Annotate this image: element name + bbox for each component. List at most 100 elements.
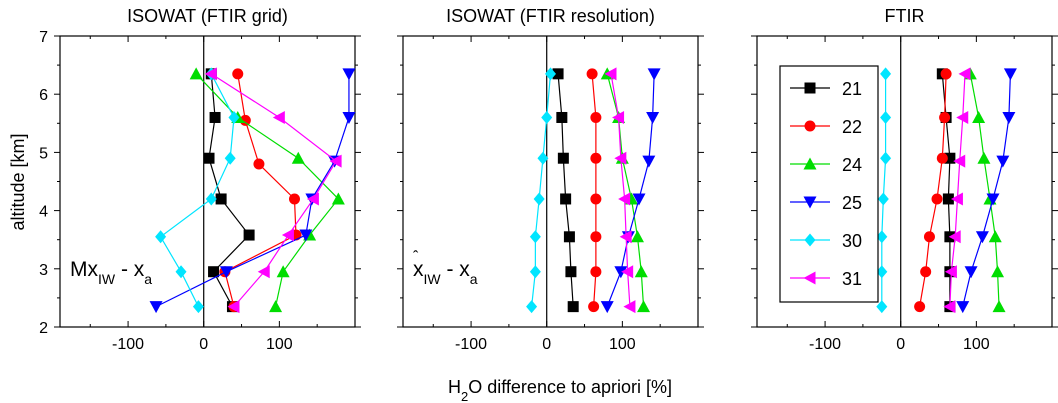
panels: ISOWAT (FTIR grid) -100 0 100 2 3 4 5 6 7 MxIW - x… [39, 6, 1058, 353]
data-point-31 [619, 230, 632, 244]
data-point-25 [149, 301, 163, 314]
data-point-24 [637, 300, 651, 313]
legend-marker-25 [803, 196, 817, 209]
data-point-31 [950, 192, 963, 206]
panel-1: ISOWAT (FTIR grid) -100 0 100 2 3 4 5 6 7 MxIW - x… [39, 6, 361, 353]
y-tick-label: 3 [39, 262, 48, 279]
data-point-24 [630, 230, 644, 243]
data-point-30 [529, 265, 541, 279]
hat-accent: ˆ [413, 249, 419, 266]
data-point-30 [876, 230, 888, 244]
data-point-24 [189, 67, 203, 80]
data-point-31 [943, 300, 956, 314]
data-point-31 [621, 265, 634, 279]
data-point-22 [590, 231, 602, 243]
data-point-30 [545, 67, 556, 81]
data-point-22 [588, 301, 600, 313]
panel-2: ISOWAT (FTIR resolution) -100 0 100 xIW - xa… [397, 6, 704, 353]
panel-annotation: MxIW - xa [70, 258, 152, 287]
legend-label-21: 21 [842, 79, 862, 99]
data-point-21 [208, 266, 220, 278]
x-tick-label: 100 [963, 336, 990, 353]
data-point-31 [306, 192, 319, 206]
data-point-21 [552, 68, 564, 80]
legend-label-24: 24 [842, 155, 862, 175]
data-point-31 [618, 192, 631, 206]
data-point-24 [972, 110, 986, 123]
data-point-21 [560, 193, 572, 205]
data-point-22 [914, 301, 926, 313]
data-point-24 [991, 265, 1005, 278]
data-point-21 [557, 152, 569, 164]
data-point-22 [586, 68, 598, 80]
legend-label-31: 31 [842, 269, 862, 289]
data-point-21 [243, 229, 255, 241]
data-point-22 [920, 266, 932, 278]
data-point-22 [940, 68, 952, 80]
panel-title: ISOWAT (FTIR grid) [127, 6, 288, 26]
data-point-25 [956, 301, 970, 314]
data-point-22 [931, 193, 943, 205]
data-point-30 [175, 265, 187, 279]
data-point-30 [192, 300, 204, 314]
data-point-31 [257, 265, 270, 279]
data-point-21 [203, 152, 215, 164]
data-point-30 [526, 300, 538, 314]
legend-marker-22 [804, 120, 816, 132]
data-point-30 [880, 67, 892, 81]
data-point-24 [977, 151, 991, 164]
y-tick-label: 4 [39, 204, 48, 221]
data-point-22 [590, 266, 602, 278]
data-point-22 [936, 152, 948, 164]
data-point-22 [939, 111, 951, 123]
data-point-22 [232, 68, 244, 80]
data-point-21 [563, 231, 575, 243]
data-point-30 [224, 151, 236, 165]
data-point-25 [1002, 111, 1016, 124]
data-point-31 [948, 230, 961, 244]
data-point-31 [614, 151, 627, 165]
data-point-21 [567, 301, 579, 313]
data-point-24 [634, 265, 648, 278]
panel-title: ISOWAT (FTIR resolution) [446, 6, 655, 26]
data-point-31 [953, 154, 966, 168]
data-point-21 [209, 111, 221, 123]
x-tick-label: 0 [199, 336, 208, 353]
data-point-30 [228, 110, 240, 124]
data-point-25 [964, 266, 978, 279]
data-point-25 [1003, 68, 1017, 81]
data-point-25 [646, 111, 660, 124]
data-point-21 [556, 111, 568, 123]
y-tick-label: 6 [39, 87, 48, 104]
data-point-25 [996, 155, 1010, 168]
legend-marker-24 [803, 157, 817, 170]
x-tick-label: 0 [896, 336, 905, 353]
data-point-25 [219, 266, 233, 279]
data-point-22 [253, 158, 265, 170]
x-tick-label: 100 [609, 336, 636, 353]
x-tick-label: 0 [542, 336, 551, 353]
data-point-30 [533, 192, 545, 206]
data-point-25 [342, 111, 356, 124]
x-tick-label: 100 [266, 336, 293, 353]
data-point-22 [288, 193, 300, 205]
data-point-22 [590, 111, 602, 123]
data-point-30 [880, 151, 892, 165]
legend-label-30: 30 [842, 231, 862, 251]
legend-label-22: 22 [842, 117, 862, 137]
y-axis-label: altitude [km] [8, 133, 28, 230]
legend: 21 22 24 25 30 31 [779, 65, 879, 303]
data-point-31 [281, 228, 294, 242]
data-point-30 [876, 265, 888, 279]
data-point-25 [614, 266, 628, 279]
legend-marker-21 [804, 82, 816, 94]
data-point-30 [155, 230, 167, 244]
data-point-25 [600, 301, 614, 314]
data-point-31 [958, 67, 971, 81]
data-point-24 [276, 265, 290, 278]
data-point-21 [565, 266, 577, 278]
data-point-21 [942, 193, 954, 205]
data-point-31 [204, 67, 217, 81]
data-point-31 [944, 265, 957, 279]
